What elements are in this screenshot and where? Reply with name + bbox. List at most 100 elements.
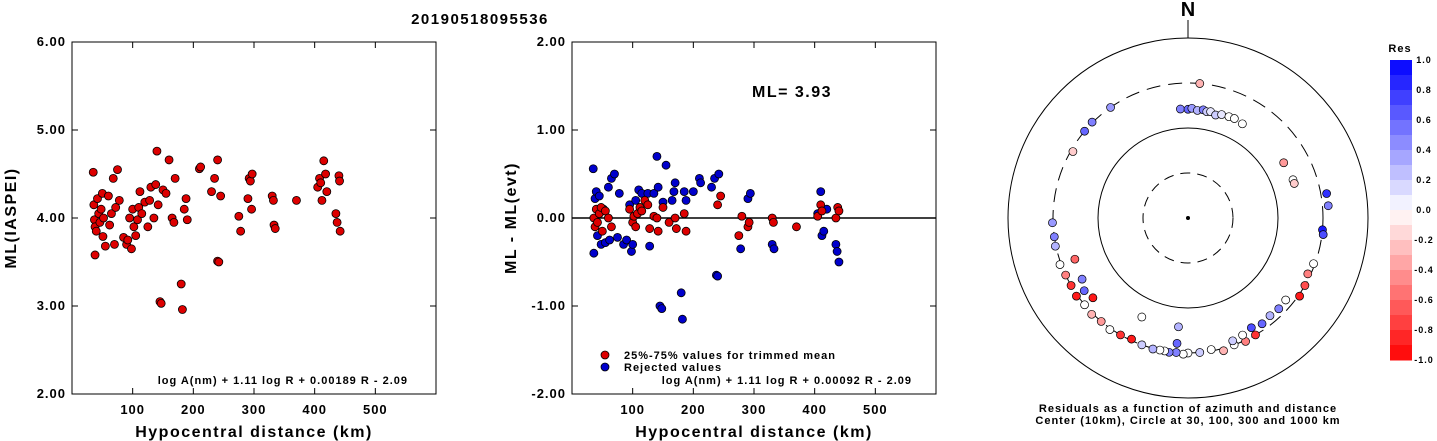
station-residual-point [1238, 119, 1247, 129]
ml-point [129, 222, 139, 232]
residual-colorbar: 1.0 0.8 0.6 0.4 0.2 0.0 -0.2 -0.4 -0.6 -0.8 -1.0 [1390, 55, 1433, 365]
colorbar-segment [1390, 255, 1412, 271]
polar-panel: N Residuals as a function of azimuth and… [1007, 0, 1433, 427]
colorbar-segment [1390, 165, 1412, 181]
trimmed-point [625, 204, 635, 214]
station-residual-point [1106, 103, 1115, 112]
ml-point [292, 195, 301, 205]
trimmed-point [645, 224, 655, 233]
ml-point [243, 194, 253, 204]
station-residual-point [1066, 281, 1076, 290]
trimmed-point [637, 206, 647, 216]
colorbar-segment [1390, 180, 1412, 196]
ml-point [179, 204, 189, 214]
rejected-point [834, 257, 844, 267]
trimmed-point [744, 217, 754, 227]
station-residual-point [1323, 201, 1333, 211]
station-residual-point [1137, 340, 1147, 350]
station-residual-point [1072, 291, 1081, 301]
rejected-point [610, 169, 619, 179]
station-residual-point [1050, 241, 1060, 251]
colorbar-segment [1390, 345, 1412, 361]
ml-point [169, 217, 179, 227]
colorbar-segment [1390, 105, 1412, 121]
rejected-point [678, 314, 687, 324]
polar-caption-line1: Residuals as a function of azimuth and d… [1039, 403, 1337, 415]
station-residual-point [1281, 295, 1291, 305]
station-residual-point [1274, 304, 1284, 314]
trimmed-point [652, 213, 662, 223]
rejected-point [653, 182, 663, 192]
x-tick-label: 200 [181, 402, 206, 417]
ml-point [196, 162, 206, 172]
rejected-point [613, 232, 622, 242]
colorbar-segment [1390, 60, 1412, 76]
north-label: N [1181, 0, 1195, 21]
rejected-point [589, 248, 599, 258]
ml-point [164, 155, 174, 165]
station-residual-point [1061, 270, 1070, 280]
ml-point [332, 217, 342, 227]
station-residual-point [1048, 218, 1057, 228]
ml-point [213, 155, 223, 165]
station-residual-point [1055, 260, 1065, 269]
colorbar-segment [1390, 210, 1412, 226]
rejected-point [614, 188, 624, 198]
ml-point [105, 220, 115, 230]
station-residual-point [1080, 300, 1089, 310]
ml-point [104, 191, 113, 201]
trimmed-point [671, 224, 681, 233]
station-residual-point [1176, 104, 1185, 114]
ml-point [170, 173, 180, 183]
rejected-point [669, 187, 679, 197]
middle-formula: log A(nm) + 1.11 log R + 0.00092 R - 2.0… [662, 375, 912, 387]
ml-point [161, 188, 171, 198]
ml-point [156, 298, 166, 308]
trimmed-point [681, 226, 691, 236]
y-tick-label: 5.00 [37, 122, 66, 137]
station-residual-point [1178, 349, 1188, 359]
station-residual-point [1068, 147, 1078, 156]
epicenter-center [1186, 216, 1190, 220]
colorbar-title: Res [1388, 43, 1411, 55]
trimmed-point [607, 222, 616, 232]
event-id-title: 20190518095536 [411, 11, 549, 28]
station-residual-point [1265, 311, 1275, 321]
ml-point [335, 226, 345, 236]
ml-point [135, 187, 145, 197]
station-residual-point [1077, 274, 1087, 284]
station-residual-point [1322, 189, 1331, 198]
ml-point [98, 232, 108, 241]
rejected-point [707, 182, 716, 192]
left-y-axis-label: ML(IASPEI) [3, 167, 20, 268]
rejected-point [657, 304, 667, 314]
colorbar-segment [1390, 90, 1412, 106]
ml-point [152, 146, 162, 156]
colorbar-tick-label: 0.0 [1416, 205, 1432, 215]
rejected-point [652, 151, 662, 161]
colorbar-segment [1390, 300, 1412, 316]
rejected-point [667, 195, 677, 205]
colorbar-segment [1390, 315, 1412, 331]
colorbar-tick-label: 0.2 [1416, 175, 1432, 185]
x-tick-label: 500 [863, 402, 888, 417]
station-residual-point [1079, 286, 1089, 296]
trimmed-point [716, 191, 726, 201]
y-tick-label: 0.00 [537, 210, 566, 225]
station-residual-point [1155, 345, 1165, 355]
rejected-point [819, 226, 829, 236]
station-residual-point [1148, 344, 1158, 354]
rejected-point [745, 188, 755, 198]
ml-point [214, 257, 224, 267]
left-points [88, 146, 345, 314]
rejected-point [627, 247, 636, 256]
trimmed-point [653, 226, 663, 236]
ml-point [270, 224, 280, 233]
ml-point [108, 173, 118, 183]
ml-point [319, 156, 329, 166]
station-residual-point [1127, 334, 1136, 344]
x-tick-label: 100 [120, 402, 145, 417]
colorbar-segment [1390, 150, 1412, 166]
trimmed-point [769, 217, 778, 227]
ml-point [123, 235, 133, 245]
